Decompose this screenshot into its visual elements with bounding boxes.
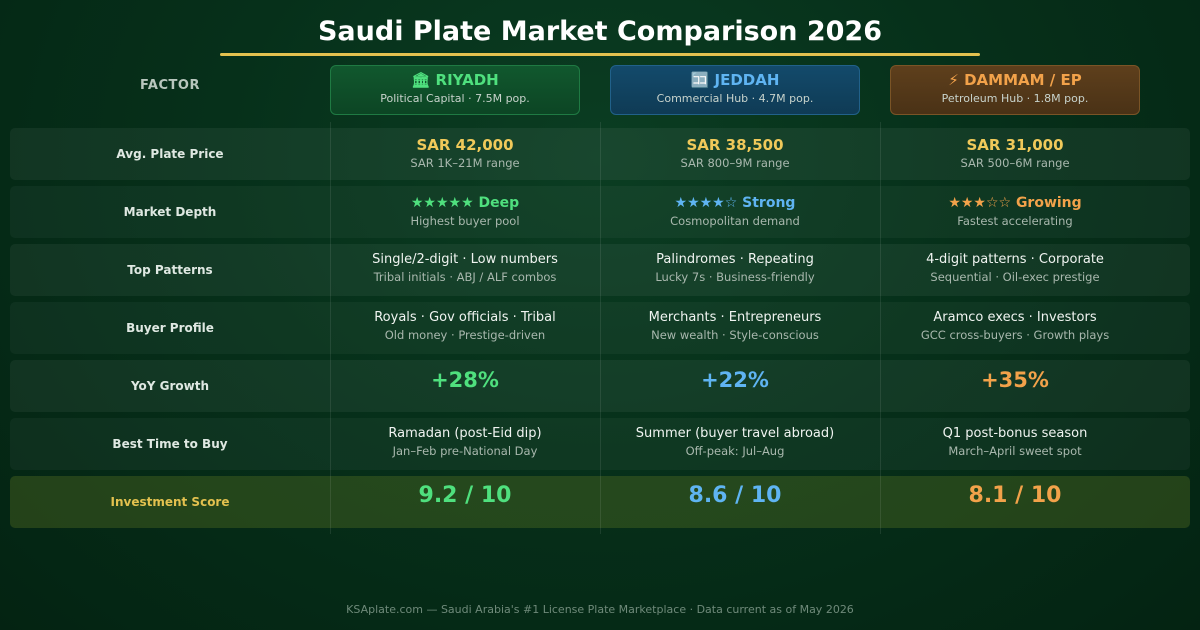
row-label: Avg. Plate Price	[116, 147, 224, 161]
cell-jeddah: SAR 38,500 SAR 800–9M range	[600, 128, 870, 180]
factor-column-header: FACTOR	[140, 78, 200, 93]
cell-dammam: 4-digit patterns · Corporate Sequential ·…	[880, 244, 1150, 296]
row-buyer-profile: Buyer Profile Royals · Gov officials · T…	[10, 302, 1190, 354]
score-value: 8.1 / 10	[968, 483, 1062, 508]
cell-riyadh: 9.2 / 10	[330, 476, 600, 528]
city-name: DAMMAM / EP	[964, 71, 1082, 89]
city-header-jeddah: 🈁 JEDDAH Commercial Hub · 4.7M pop.	[610, 65, 860, 115]
city-name: JEDDAH	[714, 71, 780, 89]
cell-sub: March–April sweet spot	[948, 444, 1082, 458]
cell-dammam: +35%	[880, 360, 1150, 412]
row-label: Best Time to Buy	[112, 437, 228, 451]
row-label: Buyer Profile	[126, 321, 214, 335]
cell-main: Royals · Gov officials · Tribal	[374, 310, 556, 325]
cell-sub: GCC cross-buyers · Growth plays	[920, 328, 1110, 342]
footer-note: KSAplate.com — Saudi Arabia's #1 License…	[346, 603, 854, 616]
cell-dammam: SAR 31,000 SAR 500–6M range	[880, 128, 1150, 180]
cell-riyadh: SAR 42,000 SAR 1K–21M range	[330, 128, 600, 180]
score-value: 9.2 / 10	[418, 483, 512, 508]
cell-sub: SAR 1K–21M range	[410, 156, 520, 170]
star-rating: ★★★★☆ Strong	[674, 195, 796, 211]
row-label: Top Patterns	[127, 263, 213, 277]
cell-sub: SAR 500–6M range	[960, 156, 1070, 170]
row-label: Market Depth	[123, 205, 217, 219]
city-subtitle: Commercial Hub · 4.7M pop.	[656, 92, 814, 105]
page-title: Saudi Plate Market Comparison 2026	[317, 16, 882, 47]
cell-riyadh: Ramadan (post-Eid dip) Jan–Feb pre-Nation…	[330, 418, 600, 470]
cell-sub: Off-peak: Jul–Aug	[685, 444, 785, 458]
growth-value: +28%	[431, 368, 499, 392]
cell-main: Aramco execs · Investors	[933, 310, 1097, 325]
building-icon: 🏛	[411, 71, 431, 89]
growth-value: +22%	[701, 368, 769, 392]
cell-riyadh: ★★★★★ Deep Highest buyer pool	[330, 186, 600, 238]
cell-main: Single/2-digit · Low numbers	[372, 252, 558, 267]
cell-sub: Fastest accelerating	[957, 214, 1073, 228]
column-divider	[880, 122, 881, 534]
row-avg-plate-price: Avg. Plate Price SAR 42,000 SAR 1K–21M ra…	[10, 128, 1190, 180]
cell-main: Ramadan (post-Eid dip)	[388, 426, 542, 441]
city-header-riyadh: 🏛 RIYADH Political Capital · 7.5M pop.	[330, 65, 580, 115]
cell-sub: SAR 800–9M range	[680, 156, 790, 170]
cell-main: SAR 31,000	[966, 136, 1064, 154]
cell-sub: Jan–Feb pre-National Day	[392, 444, 538, 458]
cell-sub: Highest buyer pool	[410, 214, 520, 228]
cell-jeddah: Palindromes · Repeating Lucky 7s · Busine…	[600, 244, 870, 296]
cell-jeddah: Merchants · Entrepreneurs New wealth · St…	[600, 302, 870, 354]
cell-main: Merchants · Entrepreneurs	[648, 310, 822, 325]
score-value: 8.6 / 10	[688, 483, 782, 508]
bank-icon: 🈁	[690, 71, 710, 89]
cell-jeddah: Summer (buyer travel abroad) Off-peak: Ju…	[600, 418, 870, 470]
cell-dammam: ★★★☆☆ Growing Fastest accelerating	[880, 186, 1150, 238]
star-rating: ★★★☆☆ Growing	[948, 195, 1082, 211]
column-divider	[600, 122, 601, 534]
column-divider	[330, 122, 331, 534]
growth-value: +35%	[981, 368, 1049, 392]
cell-jeddah: +22%	[600, 360, 870, 412]
cell-main: Summer (buyer travel abroad)	[635, 426, 835, 441]
cell-main: 4-digit patterns · Corporate	[926, 252, 1104, 267]
cell-sub: Tribal initials · ABJ / ALF combos	[373, 270, 557, 284]
title-underline	[220, 53, 980, 56]
star-rating: ★★★★★ Deep	[410, 195, 520, 211]
cell-riyadh: Royals · Gov officials · Tribal Old money…	[330, 302, 600, 354]
row-label: Investment Score	[110, 495, 230, 509]
row-market-depth: Market Depth ★★★★★ Deep Highest buyer poo…	[10, 186, 1190, 238]
city-header-dammam: ⚡ DAMMAM / EP Petroleum Hub · 1.8M pop.	[890, 65, 1140, 115]
cell-dammam: Q1 post-bonus season March–April sweet sp…	[880, 418, 1150, 470]
cell-riyadh: +28%	[330, 360, 600, 412]
cell-main: Palindromes · Repeating	[656, 252, 814, 267]
cell-dammam: Aramco execs · Investors GCC cross-buyers…	[880, 302, 1150, 354]
row-top-patterns: Top Patterns Single/2-digit · Low number…	[10, 244, 1190, 296]
row-label: YoY Growth	[130, 379, 210, 393]
row-yoy-growth: YoY Growth +28% +22% +35%	[10, 360, 1190, 412]
row-investment-score: Investment Score 9.2 / 10 8.6 / 10 8.1 /…	[10, 476, 1190, 528]
city-name: RIYADH	[435, 71, 499, 89]
city-subtitle: Petroleum Hub · 1.8M pop.	[941, 92, 1089, 105]
cell-sub: Sequential · Oil-exec prestige	[930, 270, 1100, 284]
cell-riyadh: Single/2-digit · Low numbers Tribal initi…	[330, 244, 600, 296]
cell-sub: Lucky 7s · Business-friendly	[655, 270, 815, 284]
cell-main: SAR 38,500	[686, 136, 784, 154]
cell-main: SAR 42,000	[416, 136, 514, 154]
cell-jeddah: 8.6 / 10	[600, 476, 870, 528]
cell-jeddah: ★★★★☆ Strong Cosmopolitan demand	[600, 186, 870, 238]
cell-sub: Old money · Prestige-driven	[384, 328, 546, 342]
row-best-time-to-buy: Best Time to Buy Ramadan (post-Eid dip) J…	[10, 418, 1190, 470]
lightning-icon: ⚡	[948, 71, 959, 89]
cell-dammam: 8.1 / 10	[880, 476, 1150, 528]
cell-main: Q1 post-bonus season	[942, 426, 1088, 441]
city-subtitle: Political Capital · 7.5M pop.	[380, 92, 530, 105]
cell-sub: Cosmopolitan demand	[670, 214, 800, 228]
cell-sub: New wealth · Style-conscious	[651, 328, 819, 342]
